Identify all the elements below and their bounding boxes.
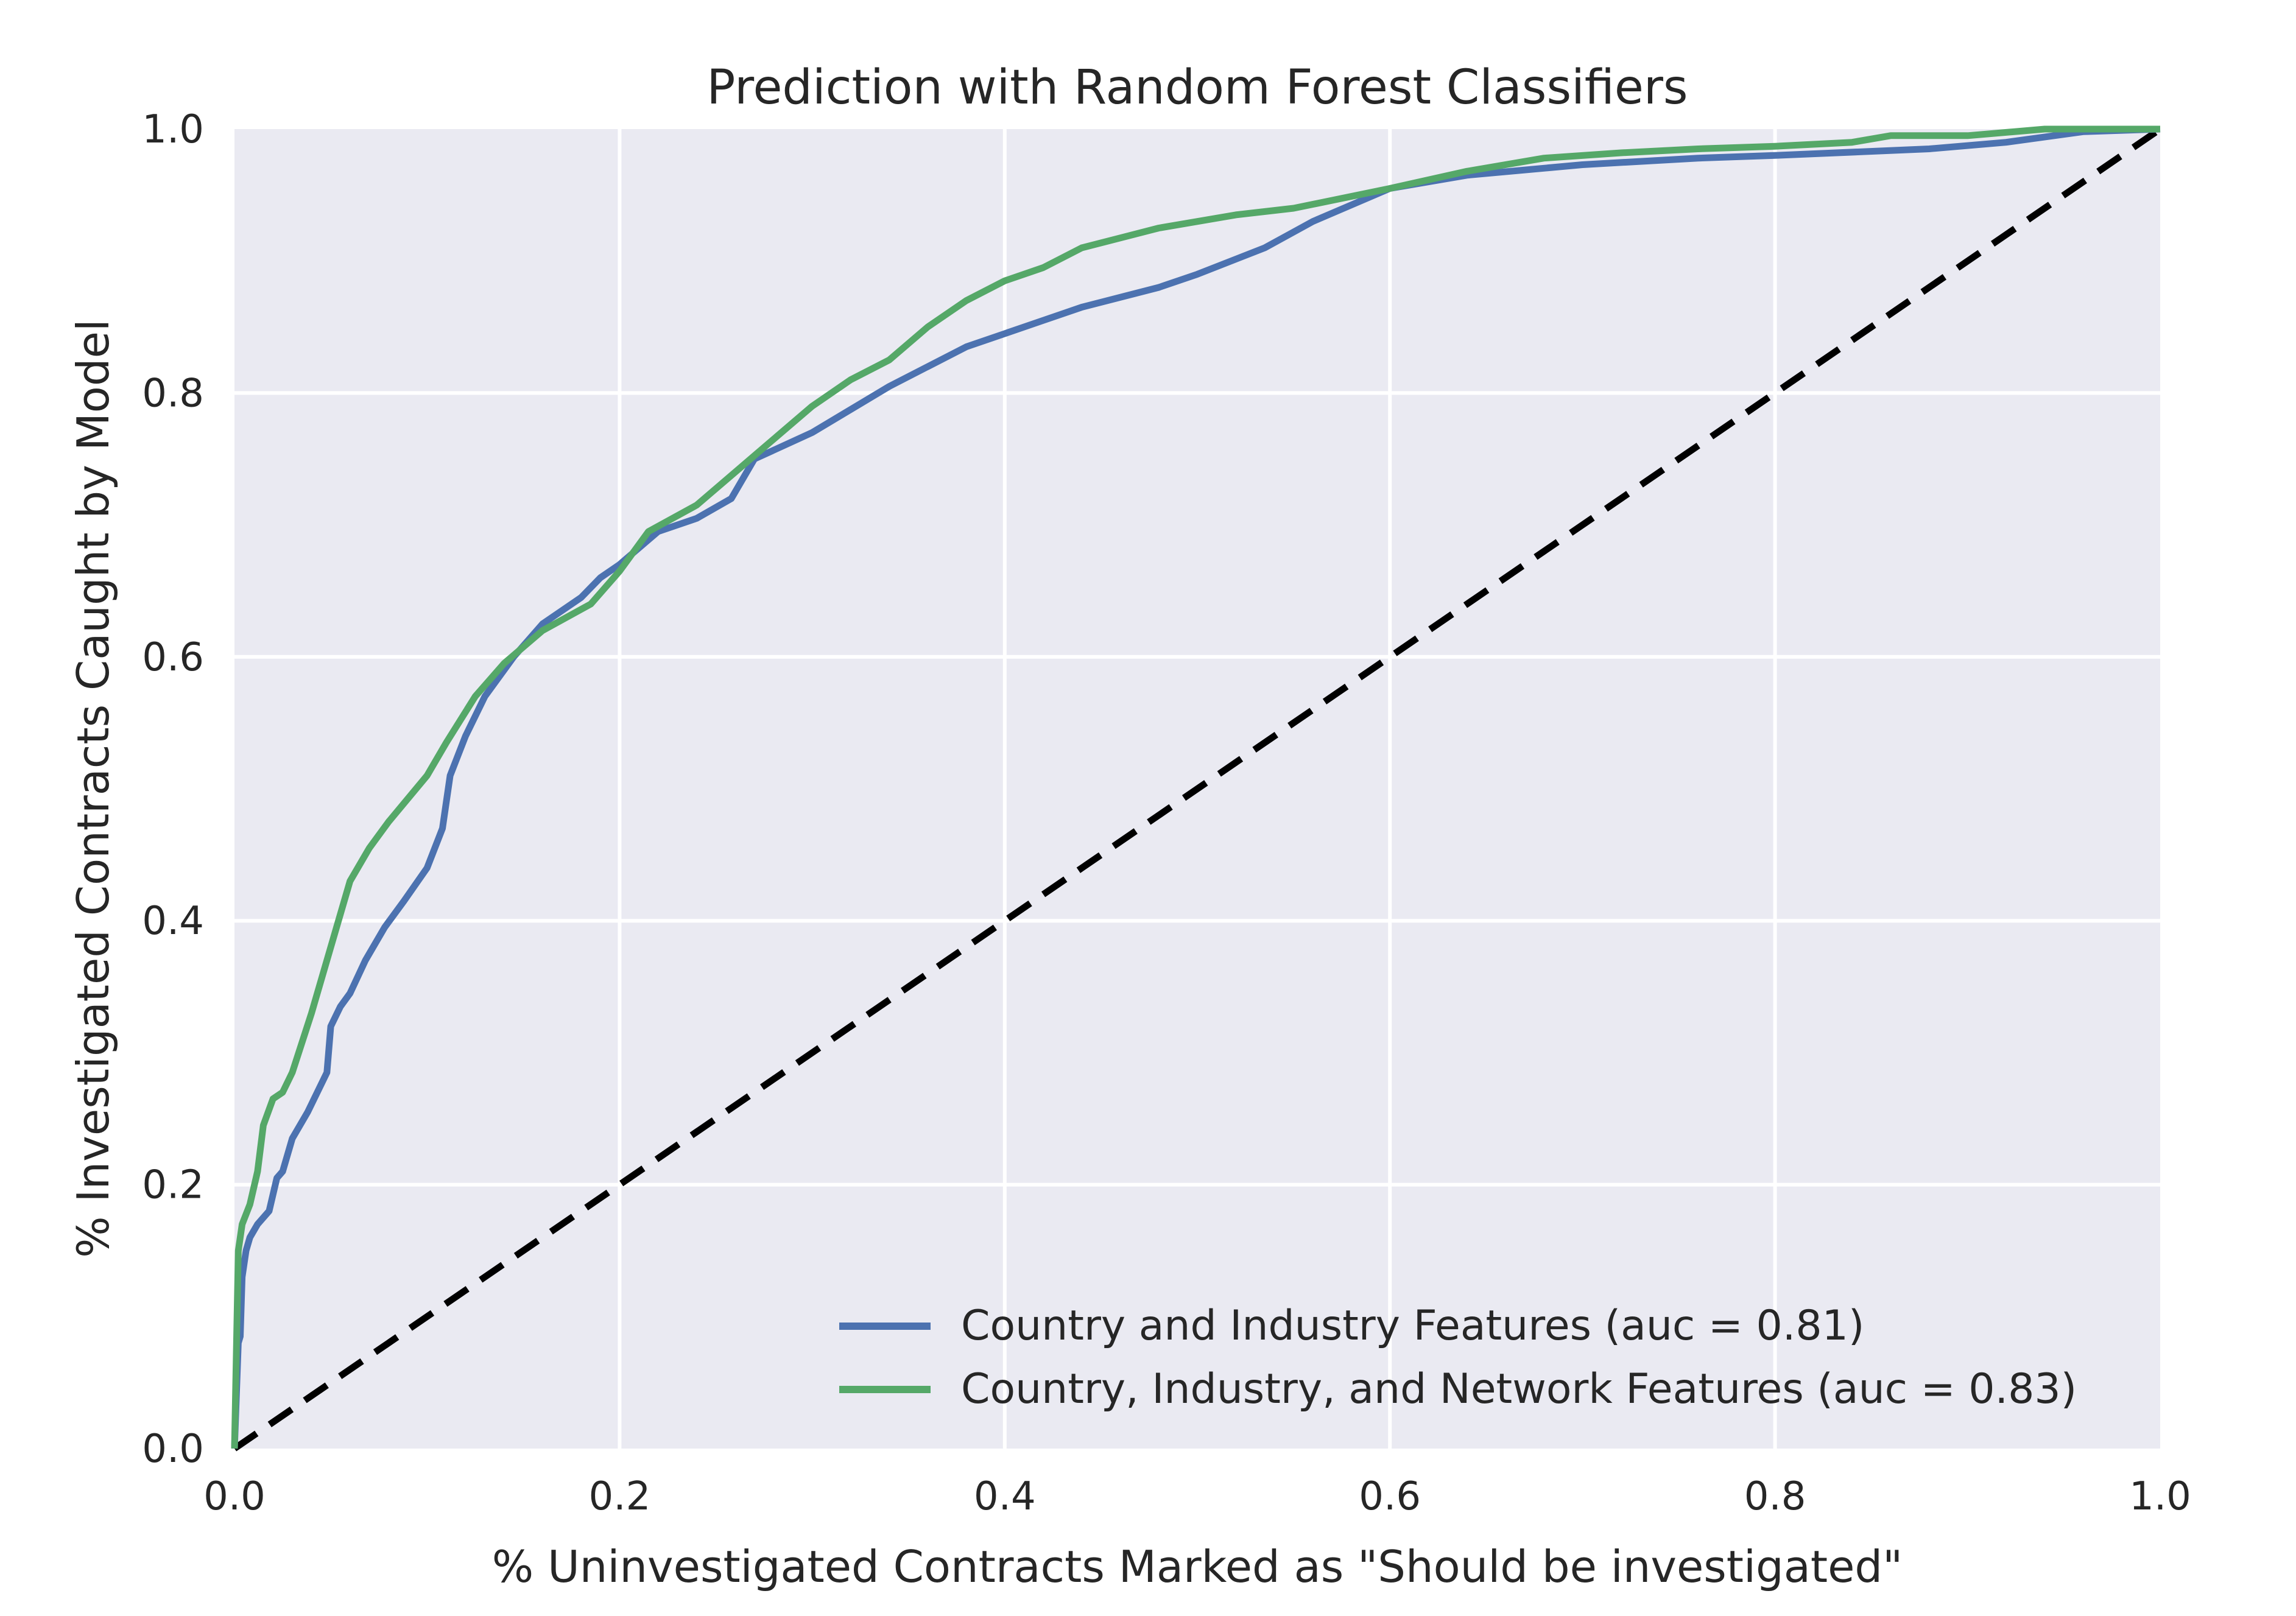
x-tick-label: 1.0 <box>2129 1474 2191 1519</box>
y-tick-label: 0.0 <box>142 1427 204 1472</box>
y-axis-label: % Investigated Contracts Caught by Model <box>68 319 119 1258</box>
y-tick-label: 0.2 <box>142 1163 204 1208</box>
x-tick-label: 0.2 <box>589 1474 651 1519</box>
legend: Country and Industry Features (auc = 0.8… <box>839 1302 2077 1413</box>
grid-lines <box>234 129 2160 1449</box>
legend-label-country-industry: Country and Industry Features (auc = 0.8… <box>961 1302 1864 1350</box>
chance-diagonal-line <box>232 126 2163 1452</box>
y-tick-label: 1.0 <box>142 107 204 152</box>
y-tick-labels: 0.0 0.2 0.4 0.6 0.8 1.0 <box>142 107 204 1472</box>
chart-title: Prediction with Random Forest Classifier… <box>706 60 1688 115</box>
x-tick-label: 0.8 <box>1744 1474 1806 1519</box>
country-industry-series-line <box>231 125 2161 1449</box>
y-tick-label: 0.6 <box>142 635 204 680</box>
y-tick-label: 0.4 <box>142 899 204 944</box>
x-tick-labels: 0.0 0.2 0.4 0.6 0.8 1.0 <box>203 1474 2191 1519</box>
x-tick-label: 0.4 <box>974 1474 1036 1519</box>
series-layer <box>231 125 2163 1452</box>
x-axis-label: % Uninvestigated Contracts Marked as "Sh… <box>492 1541 1903 1592</box>
x-tick-label: 0.6 <box>1359 1474 1421 1519</box>
legend-label-country-industry-network: Country, Industry, and Network Features … <box>961 1365 2077 1413</box>
country-industry-network-series-line <box>231 125 2160 1449</box>
y-tick-label: 0.8 <box>142 371 204 416</box>
x-tick-label: 0.0 <box>203 1474 266 1519</box>
